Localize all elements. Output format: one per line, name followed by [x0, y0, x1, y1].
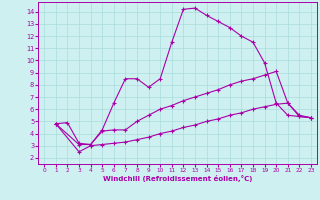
- X-axis label: Windchill (Refroidissement éolien,°C): Windchill (Refroidissement éolien,°C): [103, 175, 252, 182]
